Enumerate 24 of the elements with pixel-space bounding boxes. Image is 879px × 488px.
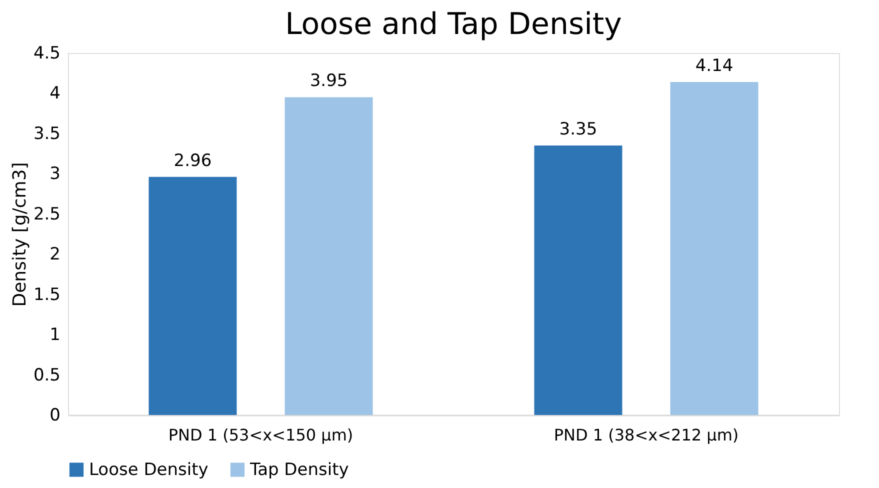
- y-tick-label: 2: [50, 244, 60, 265]
- chart-title: Loose and Tap Density: [285, 7, 622, 42]
- x-tick-label: PND 1 (38<x<212 µm): [554, 426, 739, 444]
- y-tick-label: 4.5: [33, 44, 60, 64]
- legend-label: Tap Density: [249, 460, 349, 480]
- y-tick-label: 0.5: [33, 365, 60, 386]
- legend-label: Loose Density: [89, 460, 208, 480]
- y-tick-label: 2.5: [33, 204, 60, 224]
- y-tick-label: 3.5: [33, 124, 60, 144]
- data-label: 4.14: [695, 56, 734, 76]
- data-label: 3.95: [310, 71, 348, 92]
- bar: [284, 97, 373, 415]
- data-label: 3.35: [559, 120, 598, 140]
- y-tick-label: 1.5: [33, 284, 60, 305]
- y-tick-label: 4: [50, 84, 60, 104]
- y-axis-title: Density [g/cm3]: [9, 162, 30, 307]
- y-tick-label: 3: [50, 164, 60, 184]
- data-label: 2.96: [174, 150, 212, 171]
- bar: [670, 82, 758, 415]
- y-tick-label: 0: [50, 406, 60, 426]
- bar: [534, 146, 622, 415]
- y-tick-label: 1: [50, 325, 60, 346]
- x-tick-label: PND 1 (53<x<150 µm): [168, 426, 354, 444]
- bar: [148, 176, 237, 415]
